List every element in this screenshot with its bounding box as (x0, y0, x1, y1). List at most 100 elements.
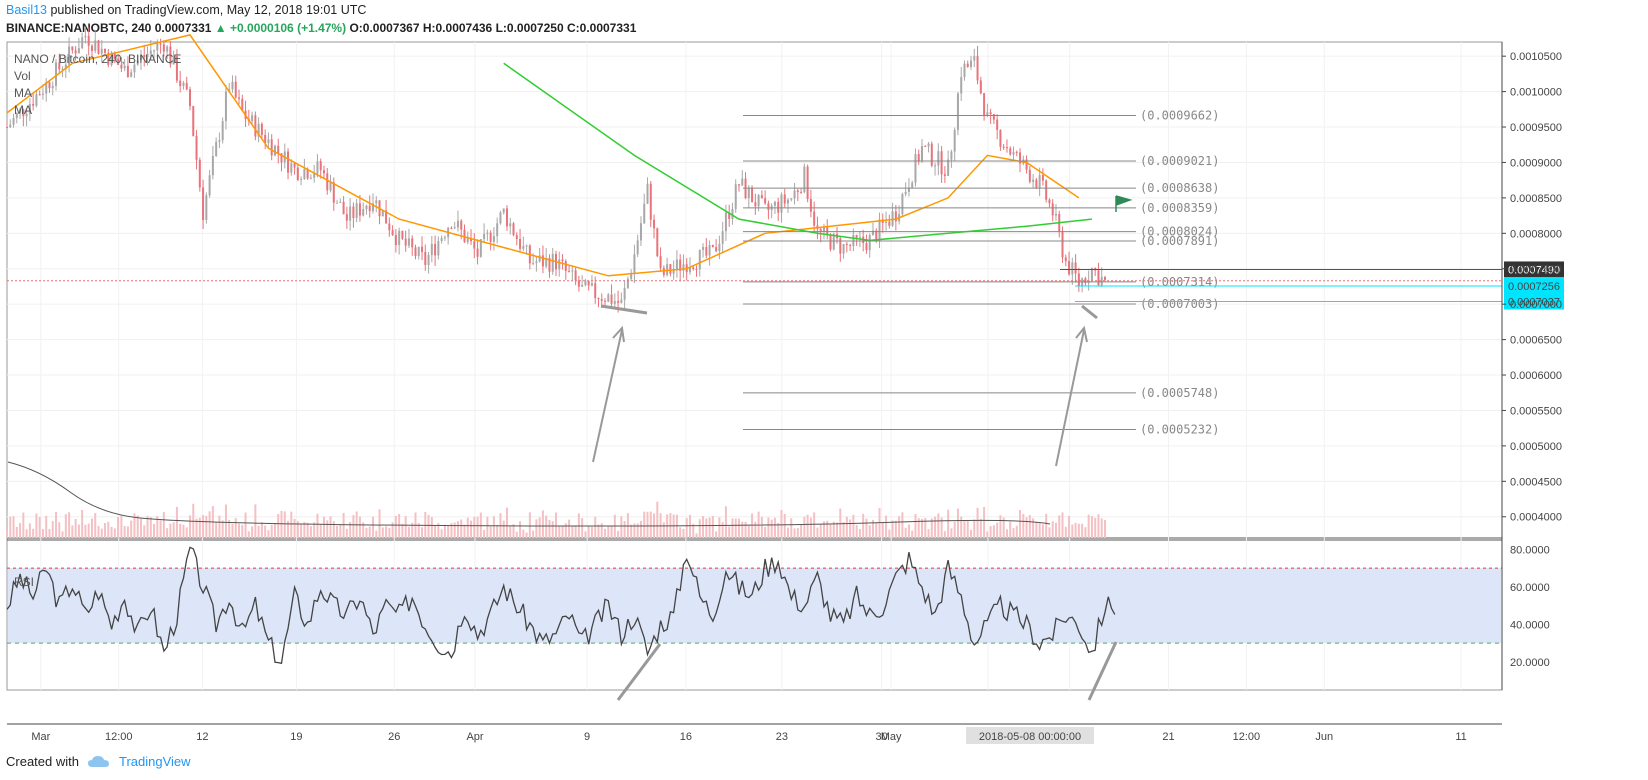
volume-bar (313, 522, 316, 538)
candle-body (450, 227, 453, 229)
price-tick-label: 0.0004000 (1510, 512, 1562, 524)
candle-body (394, 235, 397, 246)
time-tick-label: 21 (1162, 731, 1174, 743)
volume-bar (81, 510, 84, 538)
candle-body (907, 187, 910, 192)
volume-bar (107, 521, 110, 538)
candle-body (61, 68, 64, 70)
candle-body (149, 50, 152, 54)
candle-body (205, 195, 208, 220)
volume-bar (597, 524, 600, 538)
candle-body (365, 205, 368, 210)
candle-body (780, 194, 783, 213)
volume-bar (169, 523, 172, 538)
candle-body (388, 223, 391, 231)
volume-bar (113, 528, 116, 538)
volume-bar (9, 516, 12, 538)
tradingview-link[interactable]: TradingView (118, 754, 191, 769)
volume-bar (885, 515, 888, 538)
volume-bar (179, 523, 182, 538)
volume-bar (590, 526, 593, 538)
moving-averages (6, 34, 1092, 527)
volume-bar (960, 516, 963, 538)
rsi-band (8, 568, 1501, 644)
candle-body (19, 109, 22, 114)
volume-bar (751, 513, 754, 538)
volume-bar (1064, 526, 1067, 538)
candle-body (574, 270, 577, 281)
candle-body (362, 209, 365, 216)
candle-body (313, 173, 316, 178)
candle-body (921, 146, 923, 162)
volume-bar (519, 521, 522, 538)
candle-body (231, 81, 234, 90)
volume-bar (447, 525, 450, 538)
candle-body (215, 141, 218, 157)
volume-bar (819, 523, 822, 538)
candle-body (764, 198, 767, 204)
volume-bar (956, 508, 959, 538)
volume-bar (110, 526, 113, 538)
candle-body (561, 259, 564, 262)
candle-body (1064, 257, 1067, 262)
volume-bar (1019, 509, 1022, 538)
candle-body (1045, 180, 1048, 200)
volume-bar (336, 525, 339, 538)
volume-bar (1100, 518, 1103, 538)
volume-bar (139, 518, 142, 538)
volume-bar (303, 521, 306, 538)
volume-bar (358, 516, 361, 538)
candle-body (224, 91, 227, 122)
volume-bar (153, 523, 156, 538)
candle-body (587, 280, 590, 286)
volume-bar (463, 524, 466, 538)
price-tick-label: 0.0009000 (1510, 157, 1562, 169)
volume-bar (32, 528, 35, 538)
volume-bar (143, 525, 146, 538)
candle-body (832, 234, 835, 250)
candle-body (1009, 148, 1012, 155)
candle-body (914, 154, 917, 183)
volume-bar (290, 511, 293, 538)
candle-body (643, 203, 646, 224)
candle-body (1038, 175, 1041, 188)
trend-line (600, 304, 648, 315)
candle-body (385, 210, 388, 224)
volume-bar (888, 529, 891, 538)
volume-bar (130, 520, 133, 538)
volume-bar (734, 518, 737, 538)
candle-body (613, 301, 616, 304)
candle-body (81, 37, 84, 49)
candle-body (747, 187, 750, 199)
candle-body (679, 259, 682, 271)
candle-body (476, 248, 479, 257)
volume-bar (456, 521, 459, 538)
volume-bar (254, 504, 257, 538)
candle-body (110, 52, 113, 65)
candle-body (1051, 203, 1054, 216)
candle-body (646, 183, 649, 204)
candle-body (156, 43, 159, 51)
candle-body (1068, 261, 1071, 275)
volume-bar (744, 521, 747, 538)
volume-bar (1084, 527, 1087, 538)
candle-body (234, 81, 237, 98)
volume-bar (156, 516, 159, 538)
candle-body (773, 201, 776, 206)
candle-body (90, 45, 93, 51)
candle-body (845, 243, 848, 245)
candle-body (711, 245, 714, 248)
flag-icon (1115, 195, 1133, 212)
candle-body (871, 230, 874, 236)
author-link[interactable]: Basil13 (6, 3, 47, 17)
candle-body (610, 294, 613, 304)
volume-bar (806, 514, 809, 538)
volume-bar (832, 521, 835, 538)
candle-body (368, 205, 371, 212)
trend-line (1081, 304, 1098, 320)
time-tick-label: 12 (196, 731, 208, 743)
volume-bar (280, 510, 283, 538)
candle-body (754, 202, 757, 207)
volume-bar (1068, 515, 1071, 538)
